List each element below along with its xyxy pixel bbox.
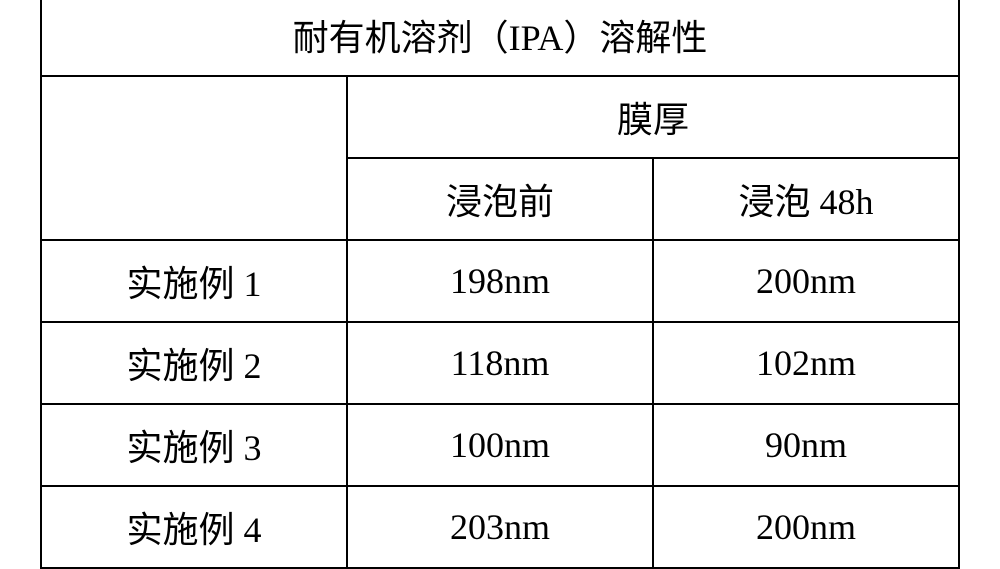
title-row: 耐有机溶剂（IPA）溶解性 <box>41 0 959 76</box>
col-header-before: 浸泡前 <box>347 158 653 240</box>
table-row: 实施例 3 100nm 90nm <box>41 404 959 486</box>
row-label-header <box>41 76 347 240</box>
cell-after: 200nm <box>653 486 959 568</box>
row-label: 实施例 4 <box>41 486 347 568</box>
table-title-cell: 耐有机溶剂（IPA）溶解性 <box>41 0 959 76</box>
table-row: 实施例 4 203nm 200nm <box>41 486 959 568</box>
table-row: 实施例 1 198nm 200nm <box>41 240 959 322</box>
solubility-table-container: 耐有机溶剂（IPA）溶解性 膜厚 浸泡前 浸泡 48h 实施例 1 198nm … <box>40 0 960 569</box>
col-header-after: 浸泡 48h <box>653 158 959 240</box>
row-label: 实施例 2 <box>41 322 347 404</box>
cell-after: 102nm <box>653 322 959 404</box>
cell-before: 118nm <box>347 322 653 404</box>
solubility-table: 耐有机溶剂（IPA）溶解性 膜厚 浸泡前 浸泡 48h 实施例 1 198nm … <box>40 0 960 569</box>
cell-after: 200nm <box>653 240 959 322</box>
cell-before: 198nm <box>347 240 653 322</box>
cell-before: 100nm <box>347 404 653 486</box>
col-header-after-suffix: 48h <box>820 182 874 222</box>
table-row: 实施例 2 118nm 102nm <box>41 322 959 404</box>
row-label: 实施例 1 <box>41 240 347 322</box>
row-label: 实施例 3 <box>41 404 347 486</box>
header-group-row: 膜厚 <box>41 76 959 158</box>
colgroup-header: 膜厚 <box>347 76 959 158</box>
cell-before: 203nm <box>347 486 653 568</box>
cell-after: 90nm <box>653 404 959 486</box>
col-header-after-prefix: 浸泡 <box>738 182 819 222</box>
